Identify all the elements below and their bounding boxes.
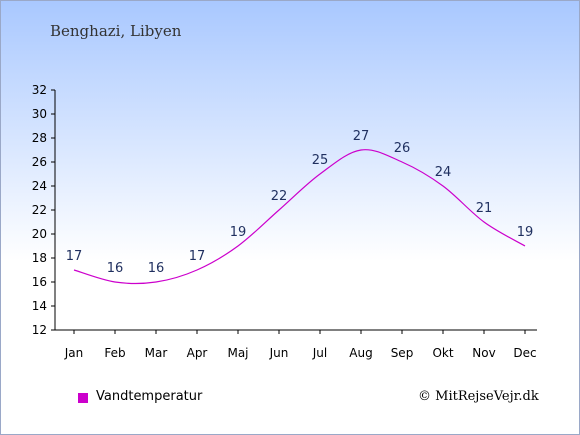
y-tick-label: 28 [32, 131, 47, 145]
y-tick-label: 24 [32, 179, 47, 193]
x-tick-label: Dec [513, 346, 536, 360]
x-tick-label: Jun [269, 346, 289, 360]
y-tick-label: 12 [32, 323, 47, 337]
y-tick-label: 14 [32, 299, 47, 313]
series-line-vandtemperatur [73, 149, 526, 285]
x-tick-label: Jul [312, 346, 327, 360]
x-tick-label: Apr [187, 346, 208, 360]
chart-location-title: Benghazi, Libyen [50, 22, 182, 40]
data-labels: 17 16 16 17 19 22 25 27 26 24 21 19 [66, 129, 534, 276]
x-tick-label: Feb [104, 346, 125, 360]
legend-label: Vandtemperatur [96, 389, 203, 404]
data-label: 19 [517, 225, 534, 240]
data-label: 24 [435, 165, 452, 180]
y-tick-label: 32 [32, 83, 47, 97]
data-label: 17 [189, 249, 206, 264]
x-tick-label: Sep [391, 346, 414, 360]
data-label: 22 [271, 189, 288, 204]
y-tick-label: 30 [32, 107, 47, 121]
x-tick-label: Aug [349, 346, 372, 360]
x-tick-label: Nov [472, 346, 495, 360]
x-tick-label: Jan [64, 346, 84, 360]
data-label: 16 [148, 261, 165, 276]
y-tick-label: 18 [32, 251, 47, 265]
y-tick-label: 16 [32, 275, 47, 289]
chart-axes [54, 90, 537, 331]
data-label: 17 [66, 249, 83, 264]
y-tick-label: 22 [32, 203, 47, 217]
legend-swatch [78, 393, 88, 403]
y-tick-label: 26 [32, 155, 47, 169]
x-axis-ticks: Jan Feb Mar Apr Maj Jun Jul Aug Sep Okt Nov Dec [64, 330, 537, 360]
data-label: 25 [312, 153, 329, 168]
copyright-text: © MitRejseVejr.dk [418, 389, 539, 404]
data-label: 21 [476, 201, 493, 216]
y-tick-label: 20 [32, 227, 47, 241]
data-label: 27 [353, 129, 370, 144]
x-tick-label: Mar [145, 346, 168, 360]
y-axis-ticks: 12 14 16 18 20 22 24 26 28 30 32 [32, 83, 55, 337]
data-label: 19 [230, 225, 247, 240]
data-label: 16 [107, 261, 124, 276]
data-label: 26 [394, 141, 411, 156]
x-tick-label: Okt [432, 346, 453, 360]
x-tick-label: Maj [227, 346, 248, 360]
